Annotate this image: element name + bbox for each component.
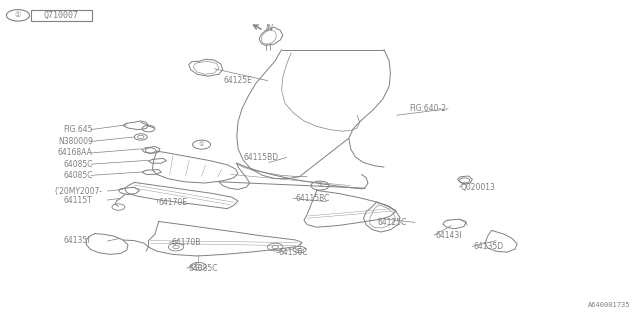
Text: ①: ① [15,12,21,18]
Text: 64143I: 64143I [435,231,461,240]
Text: 64170E: 64170E [159,198,188,207]
Text: 64115BD: 64115BD [243,153,278,162]
Text: 64135D: 64135D [474,242,504,251]
Text: 64085C: 64085C [189,264,218,273]
Text: Q020013: Q020013 [461,183,495,192]
Text: ('20MY2007-: ('20MY2007- [54,187,102,196]
Text: 64085C: 64085C [63,171,93,180]
Text: ①: ① [317,183,323,188]
Text: Q710007: Q710007 [44,11,79,20]
Text: 64115T: 64115T [63,196,92,204]
Text: FIG.640-2: FIG.640-2 [410,104,447,113]
Text: 64136C: 64136C [278,248,308,257]
Text: ①: ① [199,142,204,147]
Text: 64125E: 64125E [224,76,253,85]
Text: FIG.645: FIG.645 [63,125,93,134]
Text: IN: IN [266,24,274,33]
Text: A640001735: A640001735 [588,302,630,308]
Text: 64085C: 64085C [63,160,93,169]
Text: 64125C: 64125C [378,218,407,227]
Text: N380009: N380009 [58,137,93,146]
Text: 64115BC: 64115BC [296,194,330,203]
Text: 64170B: 64170B [172,238,201,247]
Text: 64135I: 64135I [63,236,90,245]
Text: 64168AA: 64168AA [58,148,93,157]
